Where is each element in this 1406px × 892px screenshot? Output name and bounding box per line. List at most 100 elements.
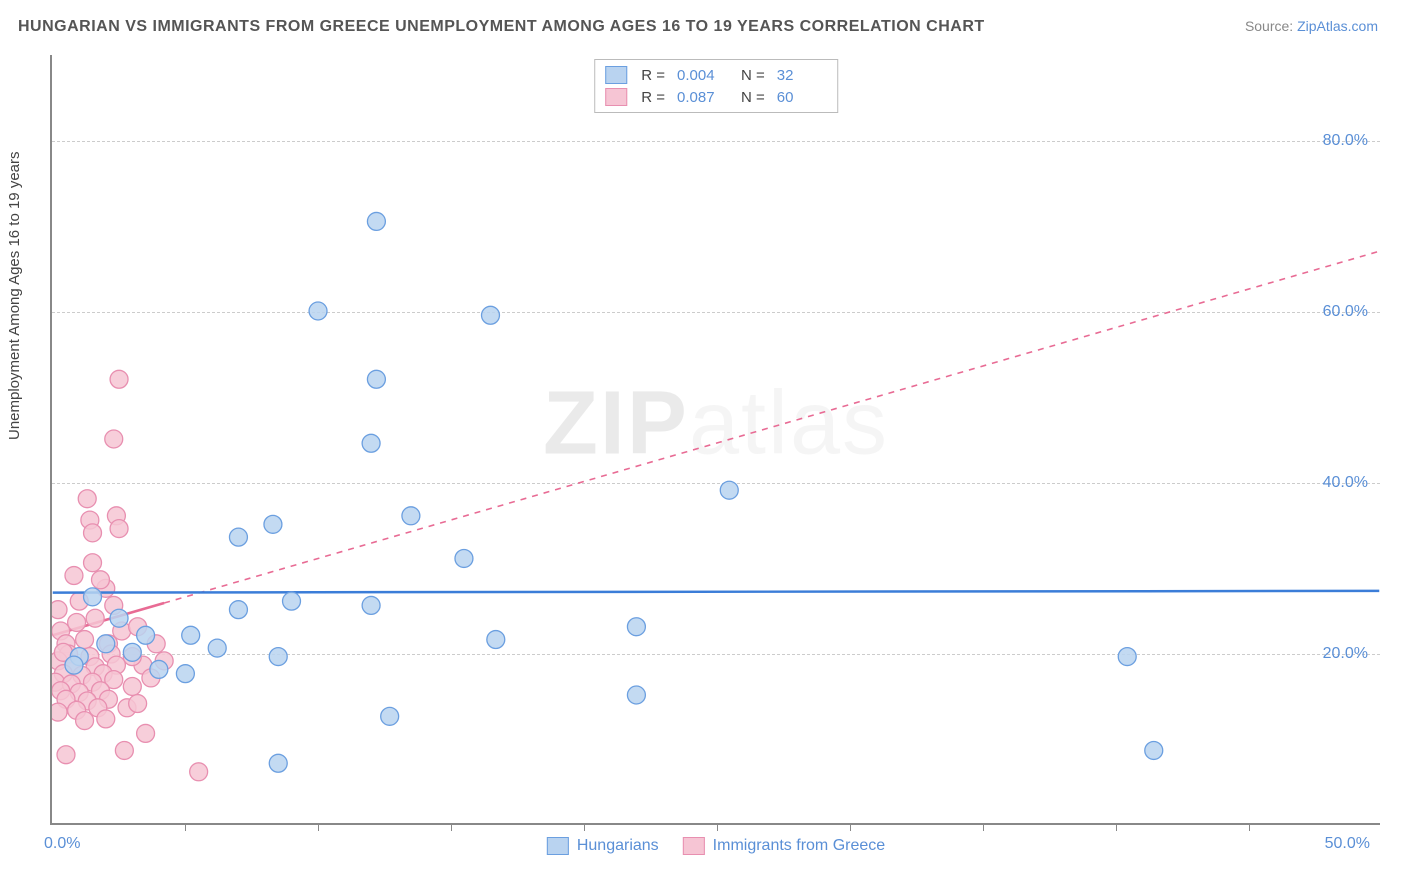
data-point-hungarians [1145,741,1163,759]
data-point-greece [57,635,75,653]
legend-item-hungarians: Hungarians [547,837,659,855]
data-point-greece [86,609,104,627]
data-point-greece [52,673,64,691]
data-point-hungarians [110,609,128,627]
data-point-greece [81,511,99,529]
data-point-greece [52,703,67,721]
data-point-greece [68,613,86,631]
x-tick [584,823,585,831]
data-point-greece [52,622,70,640]
n-label: N = [741,67,765,84]
plot-area: ZIPatlas 20.0%40.0%60.0%80.0% 0.0% 50.0%… [50,55,1380,825]
y-tick-label: 40.0% [1323,474,1368,492]
data-point-hungarians [150,660,168,678]
data-point-greece [97,579,115,597]
data-point-greece [107,507,125,525]
data-point-hungarians [627,686,645,704]
data-point-greece [147,635,165,653]
data-point-hungarians [65,656,83,674]
r-value-hungarians: 0.004 [677,67,727,84]
x-tick [185,823,186,831]
stats-legend: R = 0.004 N = 32 R = 0.087 N = 60 [594,59,838,113]
y-tick-label: 60.0% [1323,303,1368,321]
data-point-greece [78,692,96,710]
data-point-greece [129,618,147,636]
data-point-greece [118,699,136,717]
legend-label-greece: Immigrants from Greece [713,837,885,855]
data-point-hungarians [84,588,102,606]
data-point-hungarians [455,549,473,567]
data-point-greece [113,622,131,640]
watermark: ZIPatlas [543,372,889,475]
data-point-greece [84,673,102,691]
n-value-greece: 60 [777,89,827,106]
data-point-hungarians [264,515,282,533]
data-point-hungarians [229,528,247,546]
x-axis-min-label: 0.0% [44,835,80,853]
trend-line-greece-dashed [164,251,1379,603]
x-tick [1249,823,1250,831]
data-point-greece [57,690,75,708]
data-point-greece [70,683,88,701]
data-point-hungarians [229,601,247,619]
data-point-greece [123,648,141,666]
data-point-greece [54,665,72,683]
source-attribution: Source: ZipAtlas.com [1245,18,1378,34]
data-point-hungarians [402,507,420,525]
data-point-greece [52,601,67,619]
trend-line-greece-solid [53,603,164,635]
swatch-greece [683,837,705,855]
data-point-greece [92,571,110,589]
data-point-hungarians [176,665,194,683]
data-point-hungarians [381,707,399,725]
data-point-greece [70,592,88,610]
stats-row-hungarians: R = 0.004 N = 32 [605,64,827,86]
data-point-hungarians [269,648,287,666]
x-axis-max-label: 50.0% [1325,835,1370,853]
data-point-hungarians [269,754,287,772]
data-point-hungarians [362,596,380,614]
x-tick [318,823,319,831]
data-point-greece [68,701,86,719]
grid-line [52,141,1380,142]
data-point-greece [84,554,102,572]
data-point-greece [94,665,112,683]
series-legend: Hungarians Immigrants from Greece [547,837,885,855]
legend-label-hungarians: Hungarians [577,837,659,855]
source-link[interactable]: ZipAtlas.com [1297,18,1378,34]
scatter-svg [52,55,1380,823]
legend-item-greece: Immigrants from Greece [683,837,885,855]
data-point-greece [73,666,91,684]
data-point-greece [89,699,107,717]
grid-line [52,483,1380,484]
y-tick-label: 20.0% [1323,645,1368,663]
data-point-greece [115,741,133,759]
chart-title: HUNGARIAN VS IMMIGRANTS FROM GREECE UNEM… [18,18,985,36]
data-point-greece [129,695,147,713]
data-point-hungarians [367,212,385,230]
x-tick [717,823,718,831]
y-axis-label: Unemployment Among Ages 16 to 19 years [6,151,23,440]
data-point-greece [123,677,141,695]
data-point-greece [65,567,83,585]
data-point-greece [84,524,102,542]
data-point-greece [52,682,70,700]
stats-row-greece: R = 0.087 N = 60 [605,86,827,108]
data-point-greece [78,490,96,508]
grid-line [52,654,1380,655]
data-point-greece [110,520,128,538]
data-point-greece [54,643,72,661]
n-label: N = [741,89,765,106]
data-point-greece [190,763,208,781]
data-point-hungarians [182,626,200,644]
data-point-hungarians [627,618,645,636]
data-point-greece [105,671,123,689]
data-point-hungarians [283,592,301,610]
y-tick-label: 80.0% [1323,132,1368,150]
data-point-hungarians [97,635,115,653]
data-point-greece [81,648,99,666]
data-point-greece [97,710,115,728]
data-point-hungarians [123,643,141,661]
x-tick [451,823,452,831]
data-point-greece [105,596,123,614]
